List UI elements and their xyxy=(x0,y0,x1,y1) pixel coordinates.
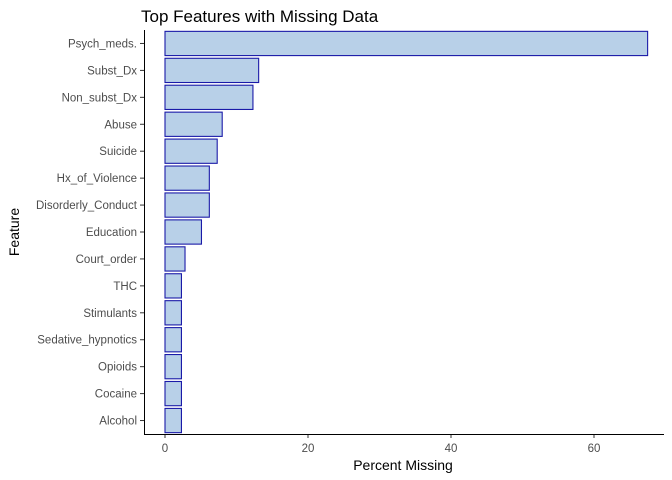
y-tick-label: Alcohol xyxy=(99,416,137,428)
bars-group xyxy=(164,30,649,434)
y-tick-label: Sedative_hypnotics xyxy=(37,335,137,347)
bar-education xyxy=(164,219,203,245)
y-tick-label: Cocaine xyxy=(95,389,137,401)
y-axis-ticks: Psych_meds. Subst_Dx Non_subst_Dx Abuse Suic… xyxy=(36,38,144,428)
y-tick-label: THC xyxy=(113,281,137,293)
bar-psych-meds xyxy=(164,30,649,57)
y-tick-label: Court_order xyxy=(76,254,138,266)
y-tick-label: Subst_Dx xyxy=(87,65,137,77)
bar-abuse xyxy=(164,111,223,137)
bar-cocaine xyxy=(164,380,182,407)
x-tick-label: 0 xyxy=(162,443,168,455)
x-axis-title: Percent Missing xyxy=(353,457,453,473)
y-tick-label: Education xyxy=(86,227,137,239)
bar-sedative-hypnotics xyxy=(164,327,182,353)
bar-court-order xyxy=(164,246,186,272)
chart-title: Top Features with Missing Data xyxy=(141,7,379,26)
y-tick-label: Stimulants xyxy=(83,308,137,320)
bar-disorderly-conduct xyxy=(164,192,210,218)
x-tick-label: 20 xyxy=(302,443,315,455)
y-tick-label: Opioids xyxy=(98,362,137,374)
bar-suicide xyxy=(164,138,218,164)
y-tick-label: Psych_meds. xyxy=(68,38,137,50)
bar-opioids xyxy=(164,353,182,380)
bar-hx-of-violence xyxy=(164,165,210,191)
y-tick-label: Disorderly_Conduct xyxy=(36,200,138,212)
bar-alcohol xyxy=(164,407,182,434)
y-tick-label: Abuse xyxy=(104,119,137,131)
y-axis-title: Feature xyxy=(6,208,22,256)
bar-subst-dx xyxy=(164,57,260,84)
x-axis-ticks: 0 20 40 60 xyxy=(162,434,601,455)
y-tick-label: Non_subst_Dx xyxy=(62,92,138,104)
bar-non-subst-dx xyxy=(164,84,254,111)
bar-thc xyxy=(164,273,182,299)
x-tick-label: 40 xyxy=(445,443,458,455)
x-tick-label: 60 xyxy=(588,443,601,455)
y-tick-label: Suicide xyxy=(99,146,137,158)
bar-stimulants xyxy=(164,300,182,326)
y-tick-label: Hx_of_Violence xyxy=(57,173,137,185)
